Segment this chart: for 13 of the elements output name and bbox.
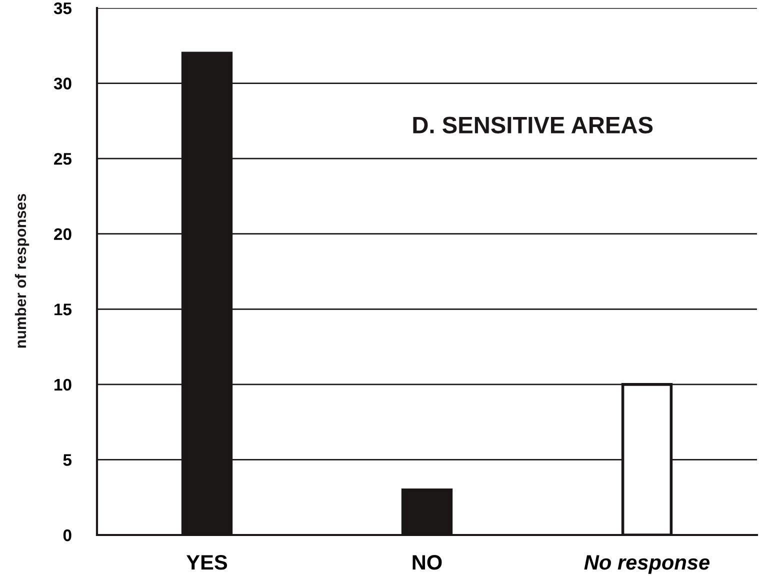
y-tick-label: 0 [63,529,72,542]
text: D. SENSITIVE AREAS [413,116,653,134]
x-tick-label: No response [584,555,710,574]
y-tick-label: 35 [54,2,72,14]
x-tick-label: NO [412,554,442,570]
y-tick-label: 25 [54,152,72,165]
y-tick-label: 10 [54,378,72,391]
y-axis-title: number of responses [14,194,30,348]
y-tick-label: 15 [54,304,72,316]
y-tick-label: 30 [54,78,72,90]
x-tick-label: YES [186,554,228,570]
y-tick-label: 5 [63,454,72,466]
y-tick-label: 20 [54,228,72,240]
